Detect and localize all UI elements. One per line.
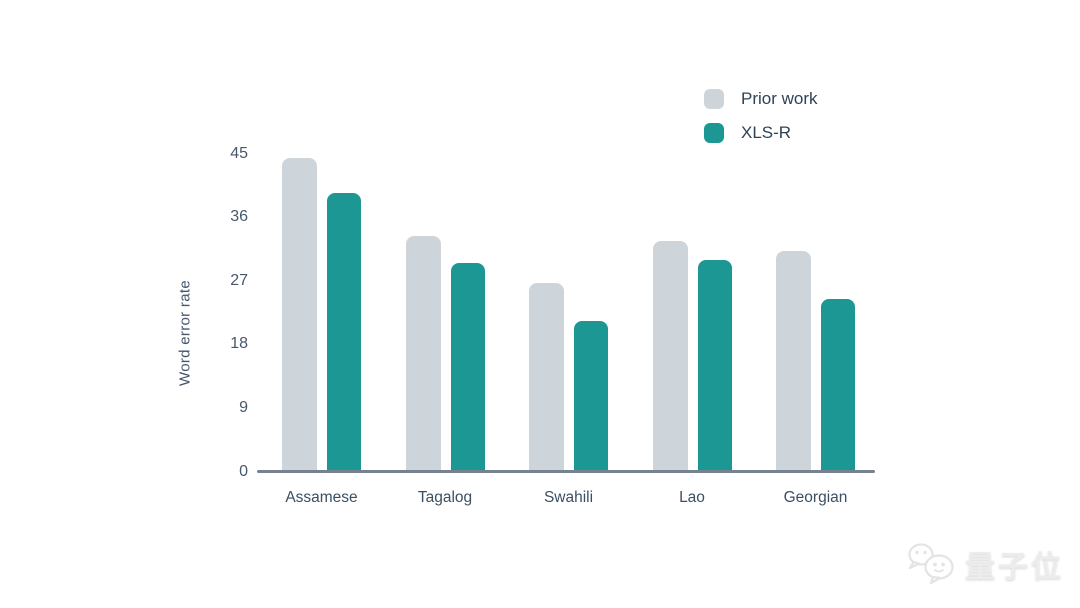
- legend-swatch: [704, 89, 724, 109]
- x-axis-line: [257, 469, 875, 473]
- y-tick-label: 9: [239, 398, 248, 416]
- bar-prior-work-georgian: [776, 251, 811, 471]
- y-tick-label: 27: [230, 271, 248, 289]
- legend-label: XLS-R: [741, 123, 792, 142]
- legend-item: XLS-R: [704, 123, 818, 143]
- y-tick-label: 36: [230, 208, 248, 226]
- y-tick-label: 0: [239, 462, 248, 480]
- x-category-label: Assamese: [285, 489, 358, 506]
- bar-xls-r-swahili: [574, 321, 608, 471]
- y-tick-label: 45: [230, 144, 248, 162]
- bar-xls-r-lao: [697, 259, 732, 471]
- bar-xls-r-assamese: [327, 193, 361, 471]
- x-category-label: Swahili: [543, 489, 594, 506]
- legend: Prior work XLS-R: [704, 89, 818, 157]
- x-category-label: Tagalog: [417, 489, 473, 506]
- bar-prior-work-assamese: [282, 157, 317, 471]
- bar-prior-work-swahili: [529, 283, 564, 471]
- bar-xls-r-tagalog: [450, 262, 485, 471]
- y-axis-title: Word error rate: [176, 280, 194, 386]
- legend-label: Prior work: [741, 89, 818, 108]
- watermark-text: 量子位: [965, 551, 1064, 584]
- bar-xls-r-georgian: [821, 298, 855, 471]
- x-category-label: Lao: [679, 489, 705, 506]
- watermark: 量子位: [905, 540, 1064, 588]
- x-category-label: Georgian: [783, 489, 848, 506]
- y-tick-label: 18: [230, 335, 248, 353]
- wechat-chat-bubbles-icon: [908, 543, 954, 585]
- bar-prior-work-tagalog: [405, 235, 441, 471]
- bar-prior-work-lao: [652, 241, 688, 471]
- legend-item: Prior work: [704, 89, 818, 109]
- legend-swatch: [704, 123, 724, 143]
